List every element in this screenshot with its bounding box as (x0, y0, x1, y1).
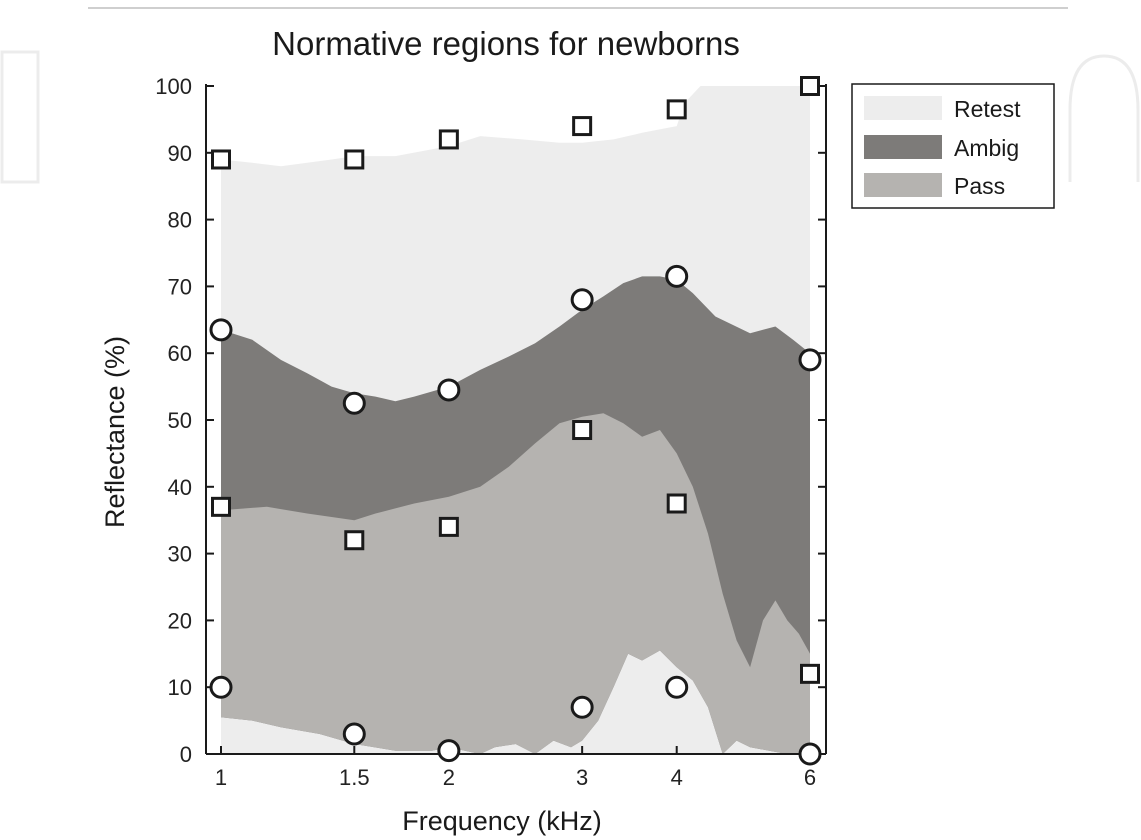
data-markers (209, 76, 822, 766)
legend-label-pass: Pass (954, 173, 1005, 199)
legend: Retest Ambig Pass (851, 83, 1055, 209)
plot-area (206, 84, 826, 754)
x-tick-label: 6 (804, 765, 816, 790)
pass-region (221, 413, 810, 754)
square-marker (572, 116, 593, 137)
y-tick-label: 100 (155, 74, 192, 99)
circle-marker (209, 675, 233, 699)
circle-marker (342, 722, 366, 746)
circle-marker (798, 742, 822, 766)
y-tick-label: 50 (168, 408, 192, 433)
square-marker (572, 420, 593, 441)
square-marker (800, 663, 820, 684)
legend-label-retest: Retest (954, 96, 1021, 122)
y-axis-ticks: 0 10 20 30 40 50 60 70 80 90 100 (155, 74, 826, 767)
watermark-graphic (0, 50, 1140, 184)
square-marker (666, 99, 687, 120)
legend-label-ambig: Ambig (954, 135, 1019, 161)
square-marker (344, 530, 365, 551)
circle-marker (570, 695, 594, 719)
y-tick-label: 0 (180, 742, 192, 767)
circle-marker (209, 318, 233, 342)
circle-marker (798, 348, 822, 372)
y-tick-label: 80 (168, 208, 192, 233)
legend-swatch-ambig (864, 135, 942, 159)
chart-title: Normative regions for newborns (272, 25, 740, 62)
x-tick-label: 1 (215, 765, 227, 790)
square-marker (438, 516, 459, 537)
x-tick-label: 3 (576, 765, 588, 790)
legend-swatch-retest (864, 96, 942, 120)
circle-marker (665, 264, 689, 288)
circle-marker (437, 739, 461, 763)
circle-marker (342, 391, 366, 415)
y-tick-label: 60 (168, 341, 192, 366)
square-marker (438, 129, 459, 150)
square-marker (211, 496, 231, 517)
circle-marker (570, 288, 594, 312)
x-axis-title: Frequency (kHz) (402, 806, 602, 836)
circle-marker (437, 378, 461, 402)
square-marker (666, 493, 687, 514)
square-marker (344, 149, 365, 170)
square-marker (800, 76, 820, 96)
y-tick-label: 90 (168, 141, 192, 166)
y-tick-label: 30 (168, 542, 192, 567)
x-tick-label: 1.5 (339, 765, 370, 790)
square-marker (211, 149, 231, 170)
y-tick-label: 20 (168, 608, 192, 633)
x-tick-label: 2 (443, 765, 455, 790)
y-tick-label: 10 (168, 675, 192, 700)
y-axis-title: Reflectance (%) (100, 336, 130, 528)
y-tick-label: 70 (168, 274, 192, 299)
y-tick-label: 40 (168, 475, 192, 500)
legend-swatch-pass (864, 173, 942, 197)
circle-marker (665, 675, 689, 699)
x-tick-label: 4 (671, 765, 683, 790)
